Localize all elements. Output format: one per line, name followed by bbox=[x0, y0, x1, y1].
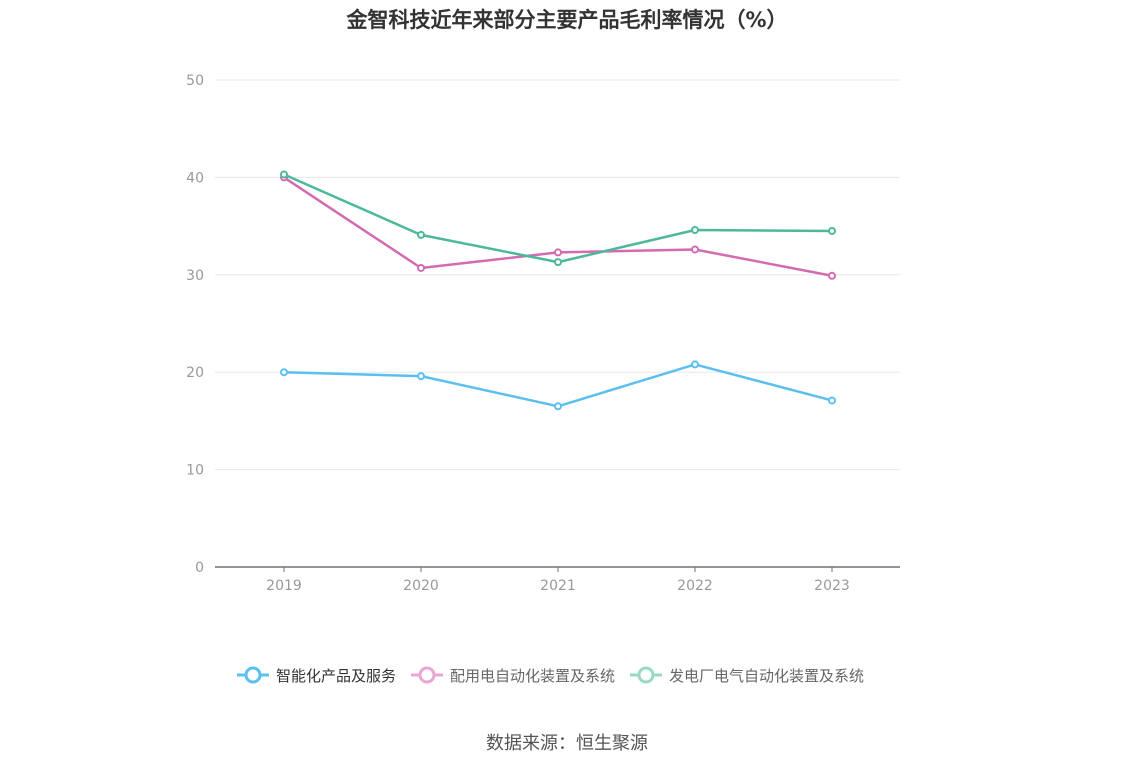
legend-marker-icon bbox=[630, 666, 663, 684]
legend-label: 发电厂电气自动化装置及系统 bbox=[669, 666, 865, 685]
legend-item-power-plant-automation[interactable]: 发电厂电气自动化装置及系统 bbox=[629, 665, 864, 686]
data-point-series-1 bbox=[417, 372, 425, 381]
data-source: 数据来源：恒生聚源 bbox=[486, 733, 648, 754]
data-point-series-3 bbox=[828, 226, 836, 235]
y-tick-label: 50 bbox=[186, 73, 204, 89]
legend-item-smart-products[interactable]: 智能化产品及服务 bbox=[236, 665, 396, 686]
legend-label: 智能化产品及服务 bbox=[276, 666, 397, 685]
y-tick-label: 0 bbox=[195, 560, 204, 576]
data-point-series-1 bbox=[691, 360, 699, 369]
y-tick-label: 40 bbox=[186, 170, 204, 186]
data-point-series-1 bbox=[554, 402, 562, 411]
data-point-series-3 bbox=[417, 230, 425, 239]
y-tick-label: 10 bbox=[186, 463, 204, 479]
data-point-series-3 bbox=[280, 170, 288, 179]
data-point-series-3 bbox=[691, 225, 699, 234]
data-point-series-1 bbox=[828, 396, 836, 405]
data-point-series-2 bbox=[828, 271, 836, 280]
y-tick-label: 30 bbox=[186, 268, 204, 284]
data-point-series-1 bbox=[280, 368, 288, 377]
chart-title: 金智科技近年来部分主要产品毛利率情况（%） bbox=[346, 8, 788, 32]
legend: 智能化产品及服务 配用电自动化装置及系统 发电厂电气自动化装置及系统 bbox=[236, 662, 878, 688]
data-point-series-2 bbox=[691, 245, 699, 254]
x-tick-label: 2022 bbox=[677, 578, 713, 594]
legend-marker-icon bbox=[411, 666, 444, 684]
x-tick-label: 2021 bbox=[540, 578, 576, 594]
y-tick-label: 20 bbox=[186, 365, 204, 381]
data-point-series-3 bbox=[554, 258, 562, 267]
data-point-series-2 bbox=[554, 248, 562, 257]
legend-marker-icon bbox=[237, 666, 269, 684]
x-tick-label: 2020 bbox=[403, 578, 439, 594]
x-tick-label: 2019 bbox=[266, 578, 302, 594]
x-tick-label: 2023 bbox=[814, 578, 850, 594]
data-point-series-2 bbox=[417, 263, 425, 272]
legend-label: 配用电自动化装置及系统 bbox=[450, 666, 616, 685]
legend-item-distribution-automation[interactable]: 配用电自动化装置及系统 bbox=[410, 665, 615, 686]
series-line-1 bbox=[283, 363, 833, 408]
